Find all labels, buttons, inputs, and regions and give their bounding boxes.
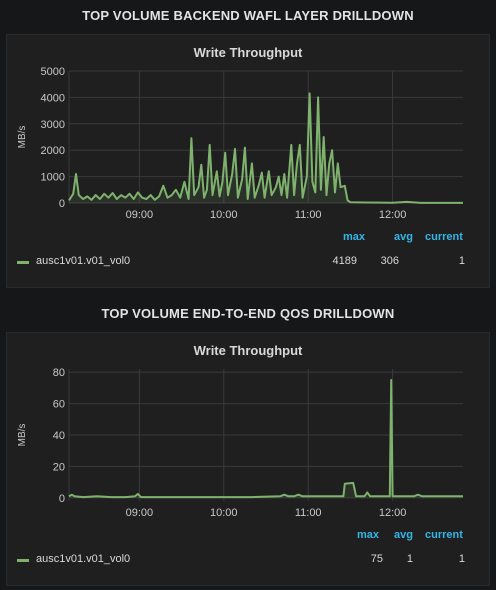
x-tick-label: 12:00	[379, 507, 407, 519]
y-tick-label: 4000	[41, 92, 65, 104]
y-tick-label: 80	[53, 367, 65, 379]
y-axis-label: MB/s	[17, 126, 28, 149]
legend-value-current: 1	[458, 255, 465, 267]
x-tick-label: 10:00	[210, 209, 238, 221]
panel-title[interactable]: Write Throughput	[193, 343, 303, 358]
write-throughput-chart-backend[interactable]: 0 1000 2000 3000 4000 5000 09:00 10:00 11:00 12:0…	[7, 35, 491, 235]
legend-header-max[interactable]: max	[357, 529, 380, 541]
legend-series-name[interactable]: ausc1v01.v01_vol0	[36, 553, 131, 565]
legend-value-avg: 1	[406, 553, 413, 565]
legend-header-avg[interactable]: avg	[394, 529, 413, 541]
legend-value-current: 1	[458, 553, 465, 565]
legend-value-max: 4189	[332, 255, 357, 267]
legend-series-swatch	[17, 261, 29, 264]
row-title-end-to-end-qos[interactable]: TOP VOLUME END-TO-END QOS DRILLDOWN	[101, 306, 395, 321]
legend-header-current[interactable]: current	[425, 529, 463, 541]
y-tick-label: 0	[59, 493, 65, 505]
y-tick-label: 60	[53, 399, 65, 411]
legend-series-swatch	[17, 559, 29, 562]
panel-backend-write-throughput: Write Throughput 0 1000 2000 3000 4000 5000 09…	[6, 34, 490, 288]
y-tick-label: 3000	[41, 119, 65, 131]
panel-title[interactable]: Write Throughput	[193, 45, 303, 60]
legend-value-avg: 306	[380, 255, 399, 267]
y-axis-label: MB/s	[17, 424, 28, 447]
legend-value-max: 75	[370, 553, 383, 565]
x-tick-label: 11:00	[295, 209, 322, 221]
legend-series-name[interactable]: ausc1v01.v01_vol0	[36, 255, 131, 267]
x-tick-label: 09:00	[126, 507, 154, 519]
x-tick-label: 11:00	[295, 507, 322, 519]
y-tick-label: 40	[53, 430, 65, 442]
y-tick-label: 2000	[41, 145, 65, 157]
legend-header-max[interactable]: max	[343, 231, 366, 243]
row-title-backend-wafl[interactable]: TOP VOLUME BACKEND WAFL LAYER DRILLDOWN	[82, 8, 414, 23]
x-tick-label: 12:00	[379, 209, 407, 221]
panel-qos-write-throughput: Write Throughput 0 20 40 60 80 09:00 10:00 11:0…	[6, 332, 490, 586]
legend-header-current[interactable]: current	[425, 231, 463, 243]
series-line	[68, 92, 463, 204]
x-tick-label: 10:00	[210, 507, 238, 519]
y-tick-label: 0	[59, 198, 65, 210]
y-tick-label: 20	[53, 461, 65, 473]
series-line	[68, 379, 463, 499]
x-tick-label: 09:00	[126, 209, 154, 221]
legend-header-avg[interactable]: avg	[394, 231, 413, 243]
write-throughput-chart-qos[interactable]: 0 20 40 60 80 09:00 10:00 11:00 12:00 MB/s	[7, 333, 491, 533]
y-tick-label: 1000	[41, 172, 65, 184]
y-tick-label: 5000	[41, 66, 65, 78]
series-area-fill	[69, 380, 463, 498]
